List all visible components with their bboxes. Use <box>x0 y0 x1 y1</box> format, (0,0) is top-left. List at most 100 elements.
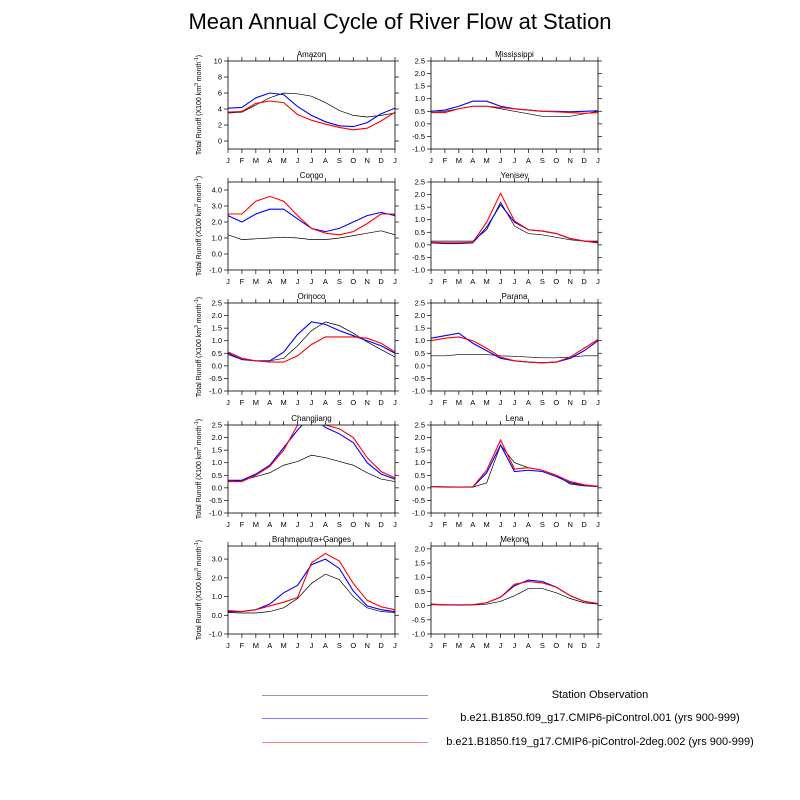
plot-frame <box>430 302 599 392</box>
y-tick-label: 3.0 <box>212 202 222 211</box>
x-tick-label: J <box>226 520 230 529</box>
x-tick-label: M <box>281 520 287 529</box>
y-tick-label: 2.0 <box>415 190 425 199</box>
y-tick-label: 2.5 <box>212 421 222 430</box>
x-tick-label: J <box>296 277 300 286</box>
panel-title: Mekong <box>500 535 528 544</box>
x-tick-label: F <box>443 520 448 529</box>
x-tick-label: A <box>470 277 475 286</box>
y-tick-label: 0.5 <box>212 471 222 480</box>
x-tick-label: J <box>596 398 600 407</box>
x-tick-label: J <box>393 520 397 529</box>
x-tick-label: M <box>281 398 287 407</box>
y-tick-label: -0.5 <box>209 374 222 383</box>
x-tick-label: A <box>526 520 531 529</box>
x-tick-label: D <box>378 398 384 407</box>
series-line-f09 <box>228 92 395 128</box>
y-axis-label: Total Runoff (X100 km3 month-1) <box>194 540 203 640</box>
x-tick-label: J <box>310 641 314 650</box>
x-tick-label: S <box>540 520 545 529</box>
x-tick-label: D <box>581 520 587 529</box>
series-line-observation <box>228 454 395 482</box>
plot-frame <box>227 181 396 271</box>
x-tick-label: M <box>456 520 462 529</box>
panel-title: Lena <box>506 414 524 423</box>
x-tick-label: M <box>456 641 462 650</box>
series-line-f19 <box>431 192 598 244</box>
y-tick-label: -1.0 <box>412 387 425 396</box>
x-tick-label: J <box>429 156 433 165</box>
x-tick-label: J <box>596 277 600 286</box>
y-tick-label: 1.5 <box>212 324 222 333</box>
y-tick-label: 0.0 <box>415 119 425 128</box>
y-axis-label: Total Runoff (X100 km3 month-1) <box>194 55 203 155</box>
y-tick-label: 2 <box>218 121 222 130</box>
x-tick-label: N <box>364 641 369 650</box>
y-tick-label: 0.0 <box>212 250 222 259</box>
x-tick-label: N <box>364 156 369 165</box>
series-line-f19 <box>228 100 395 131</box>
series-line-observation <box>431 444 598 488</box>
x-tick-label: N <box>364 520 369 529</box>
plot-frame <box>227 545 396 635</box>
y-tick-label: 0.0 <box>415 240 425 249</box>
x-tick-label: J <box>310 398 314 407</box>
y-tick-label: 2.5 <box>415 421 425 430</box>
chart-title: Mean Annual Cycle of River Flow at Stati… <box>188 9 612 34</box>
x-tick-label: O <box>553 156 559 165</box>
x-tick-label: J <box>310 156 314 165</box>
x-tick-label: A <box>267 520 272 529</box>
x-tick-label: N <box>567 398 572 407</box>
x-tick-label: O <box>350 520 356 529</box>
y-tick-label: 2.0 <box>415 69 425 78</box>
x-tick-label: D <box>581 156 587 165</box>
y-tick-label: 3.0 <box>212 555 222 564</box>
x-tick-label: S <box>540 398 545 407</box>
x-tick-label: D <box>378 641 384 650</box>
y-tick-label: -1.0 <box>209 630 222 639</box>
series-line-observation <box>431 201 598 242</box>
y-tick-label: 0.0 <box>212 361 222 370</box>
x-tick-label: J <box>296 156 300 165</box>
x-tick-label: M <box>281 156 287 165</box>
series-line-f19 <box>431 105 598 114</box>
y-tick-label: 0.5 <box>415 349 425 358</box>
x-tick-label: S <box>337 398 342 407</box>
x-tick-label: J <box>429 277 433 286</box>
plot-frame <box>227 424 396 514</box>
panel-title: Mississippi <box>495 50 534 59</box>
y-tick-label: -1.0 <box>412 266 425 275</box>
y-tick-label: 2.0 <box>415 433 425 442</box>
y-tick-label: -1.0 <box>209 509 222 518</box>
y-tick-label: -1.0 <box>209 266 222 275</box>
x-tick-label: J <box>499 641 503 650</box>
panel-parana: -1.0-0.50.00.51.01.52.02.5J F M A M J J A S O N D JP… <box>412 292 602 407</box>
x-tick-label: O <box>350 277 356 286</box>
panel-congo: -1.00.01.02.03.04.0J F M A M J J A S O N D JCongoTot… <box>194 171 399 286</box>
y-axis-label: Total Runoff (X100 km3 month-1) <box>194 419 203 519</box>
x-tick-label: O <box>553 398 559 407</box>
x-tick-label: A <box>267 277 272 286</box>
y-tick-label: 6 <box>218 89 222 98</box>
x-tick-label: J <box>513 398 517 407</box>
x-tick-label: D <box>581 277 587 286</box>
y-tick-label: 8 <box>218 73 222 82</box>
x-tick-label: F <box>240 398 245 407</box>
x-tick-label: O <box>350 156 356 165</box>
panel-title: Orinoco <box>297 292 326 301</box>
y-tick-label: 1.0 <box>415 573 425 582</box>
panel-mississippi: -1.0-0.50.00.51.01.52.02.5J F M A M J J A S O N D JM… <box>412 50 602 165</box>
x-tick-label: J <box>310 520 314 529</box>
panel-title: Amazon <box>297 50 326 59</box>
x-tick-label: F <box>240 277 245 286</box>
x-tick-label: F <box>443 398 448 407</box>
x-tick-label: J <box>226 641 230 650</box>
x-tick-label: J <box>513 277 517 286</box>
x-tick-label: J <box>226 398 230 407</box>
x-tick-label: J <box>310 277 314 286</box>
y-tick-label: 1.0 <box>415 94 425 103</box>
x-tick-label: A <box>526 398 531 407</box>
series-line-observation <box>228 573 395 614</box>
x-tick-label: A <box>526 277 531 286</box>
